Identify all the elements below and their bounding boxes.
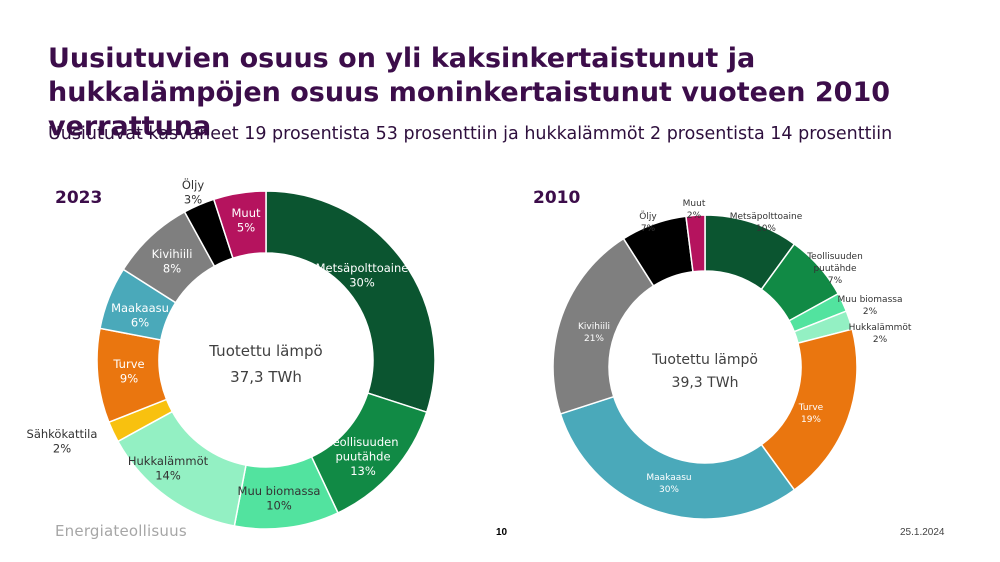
slice-value-muut: 2% xyxy=(687,211,702,221)
slice-value-muut: 5% xyxy=(237,221,255,235)
slice-name-hukkalammot: Hukkalämmöt xyxy=(128,454,209,468)
slide-date: 25.1.2024 xyxy=(900,527,945,538)
slice-value-turve: 19% xyxy=(801,415,821,425)
slice-value-kivihiili: 21% xyxy=(584,334,604,344)
slice-value-oljy: 3% xyxy=(184,193,202,207)
slice-name-muut: Muut xyxy=(683,199,706,209)
slice-value-muu-biomassa: 2% xyxy=(863,307,878,317)
slice-name-oljy: Öljy xyxy=(639,211,657,222)
slice-value-metsapolttoaine: 30% xyxy=(349,276,375,290)
slice-name-metsapolttoaine: Metsäpolttoaine xyxy=(730,212,803,222)
slice-value-kivihiili: 8% xyxy=(163,262,181,276)
slice-value-teollisuuden-puutahde: 13% xyxy=(350,464,376,478)
donut-chart-2010: Metsäpolttoaine 10% Teollisuuden puutähde 7%… xyxy=(533,188,912,520)
page-title: Uusiutuvien osuus on yli kaksinkertaistu… xyxy=(48,43,891,142)
slice-value-oljy: 7% xyxy=(641,224,656,234)
slice-value-teollisuuden-puutahde: 7% xyxy=(828,276,843,286)
slice-name-kivihiili: Kivihiili xyxy=(152,247,193,261)
slice-name-muut: Muut xyxy=(231,206,260,220)
center-label: Tuotettu lämpö xyxy=(651,352,758,368)
brand-logo: Energiateollisuus xyxy=(55,522,187,540)
slice-name-teollisuuden-puutahde: Teollisuuden puutähde xyxy=(327,435,399,464)
slice-name-metsapolttoaine: Metsäpolttoaine xyxy=(316,261,409,275)
slice-name-sahkokattila: Sähkökattila xyxy=(27,427,98,441)
slice-value-sahkokattila: 2% xyxy=(53,442,71,456)
slice-name-muu-biomassa: Muu biomassa xyxy=(838,295,903,305)
slice-value-turve: 9% xyxy=(120,372,138,386)
slice-name-hukkalammot: Hukkalämmöt xyxy=(849,323,912,333)
slice-muut xyxy=(685,214,706,273)
slice-value-maakaasu: 30% xyxy=(659,485,679,495)
center-label: Tuotettu lämpö xyxy=(208,342,322,360)
slice-name-oljy: Öljy xyxy=(182,176,204,192)
page-subtitle: Uusiutuvat kasvaneet 19 prosentista 53 p… xyxy=(48,124,893,144)
slice-muut xyxy=(212,190,267,260)
slice-name-maakaasu: Maakaasu xyxy=(646,473,691,483)
slice-name-maakaasu: Maakaasu xyxy=(111,301,169,315)
slice-name-teollisuuden-puutahde: Teollisuuden puutähde xyxy=(806,252,863,274)
chart-year: 2023 xyxy=(55,188,102,208)
slice-value-hukkalammot: 14% xyxy=(155,469,181,483)
slice-name-kivihiili: Kivihiili xyxy=(578,322,610,332)
slice-name-turve: Turve xyxy=(112,357,144,371)
page-number: 10 xyxy=(496,527,508,538)
slice-name-muu-biomassa: Muu biomassa xyxy=(238,484,321,498)
slice-metsapolttoaine xyxy=(265,190,436,414)
center-value: 37,3 TWh xyxy=(230,368,302,386)
slice-value-hukkalammot: 2% xyxy=(873,335,888,345)
slice-maakaasu xyxy=(559,395,796,520)
slice-value-maakaasu: 6% xyxy=(131,316,149,330)
slice-value-metsapolttoaine: 10% xyxy=(756,224,776,234)
slice-name-turve: Turve xyxy=(798,403,824,413)
chart-year: 2010 xyxy=(533,188,580,208)
center-value: 39,3 TWh xyxy=(672,375,739,391)
slice-value-muu-biomassa: 10% xyxy=(266,499,292,513)
